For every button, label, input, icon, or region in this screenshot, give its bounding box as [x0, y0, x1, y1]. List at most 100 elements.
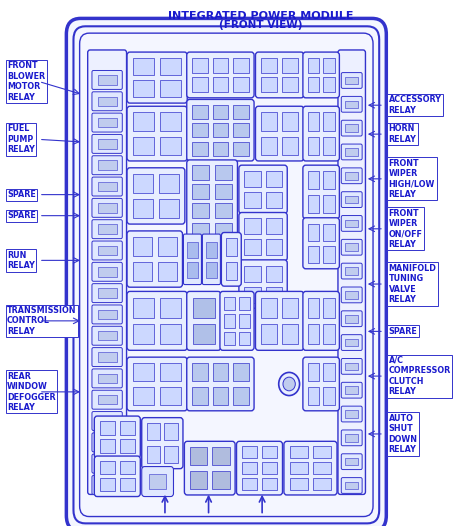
FancyBboxPatch shape	[303, 291, 339, 350]
Bar	[213, 387, 228, 405]
Bar	[133, 324, 154, 344]
Text: A/C
COMPRESSOR
CLUTCH
RELAY: A/C COMPRESSOR CLUTCH RELAY	[389, 356, 451, 396]
FancyBboxPatch shape	[341, 239, 362, 255]
Bar	[308, 113, 319, 130]
Bar	[212, 471, 229, 489]
Bar	[192, 141, 208, 156]
Bar	[213, 77, 228, 93]
Bar	[346, 77, 358, 84]
FancyBboxPatch shape	[341, 191, 362, 207]
Bar	[244, 239, 261, 255]
FancyBboxPatch shape	[341, 96, 362, 112]
FancyBboxPatch shape	[142, 467, 173, 497]
Bar	[160, 137, 181, 155]
Bar	[265, 218, 282, 234]
Bar	[187, 262, 198, 278]
FancyBboxPatch shape	[183, 234, 201, 285]
FancyBboxPatch shape	[127, 231, 182, 287]
Bar	[133, 363, 154, 381]
FancyBboxPatch shape	[92, 454, 122, 473]
Bar	[233, 105, 249, 119]
Bar	[98, 352, 117, 362]
FancyBboxPatch shape	[187, 357, 254, 411]
Bar	[215, 204, 232, 218]
FancyBboxPatch shape	[187, 291, 221, 350]
Bar	[323, 195, 335, 213]
Bar	[192, 123, 208, 137]
Bar	[212, 447, 229, 466]
FancyBboxPatch shape	[92, 433, 122, 452]
Bar	[242, 478, 257, 490]
Bar	[225, 332, 235, 345]
Bar	[233, 77, 249, 93]
Bar	[149, 474, 166, 489]
FancyBboxPatch shape	[92, 369, 122, 388]
FancyBboxPatch shape	[187, 99, 254, 161]
Bar	[308, 171, 319, 189]
Bar	[133, 137, 154, 155]
Bar	[323, 324, 335, 344]
Bar	[193, 324, 215, 344]
FancyBboxPatch shape	[341, 430, 362, 446]
FancyBboxPatch shape	[92, 220, 122, 239]
Bar	[244, 171, 261, 187]
Bar	[160, 387, 181, 405]
FancyBboxPatch shape	[92, 177, 122, 196]
FancyBboxPatch shape	[184, 441, 235, 495]
Bar	[262, 447, 277, 458]
Bar	[160, 80, 181, 97]
Bar	[346, 267, 358, 275]
FancyBboxPatch shape	[303, 357, 339, 411]
Bar	[158, 262, 177, 281]
Bar	[192, 185, 210, 199]
FancyBboxPatch shape	[303, 218, 339, 269]
Bar	[323, 58, 335, 73]
Bar	[159, 199, 179, 218]
Bar	[233, 363, 249, 381]
FancyBboxPatch shape	[284, 441, 337, 495]
Bar	[100, 421, 115, 435]
Bar	[239, 314, 249, 328]
Bar	[346, 291, 358, 299]
Bar	[313, 447, 331, 458]
FancyBboxPatch shape	[341, 216, 362, 231]
FancyBboxPatch shape	[92, 390, 122, 409]
Bar	[98, 373, 117, 383]
Text: TRANSMISSION
CONTROL
RELAY: TRANSMISSION CONTROL RELAY	[7, 306, 77, 336]
Bar	[323, 363, 335, 381]
Bar	[323, 246, 335, 263]
Bar	[346, 362, 358, 370]
FancyBboxPatch shape	[92, 348, 122, 367]
Bar	[133, 262, 152, 281]
Bar	[158, 237, 177, 256]
Bar	[192, 222, 210, 237]
Bar	[160, 58, 181, 75]
Bar	[308, 246, 319, 263]
FancyBboxPatch shape	[92, 92, 122, 111]
Bar	[244, 218, 261, 234]
Text: (FRONT VIEW): (FRONT VIEW)	[219, 20, 302, 31]
FancyBboxPatch shape	[92, 411, 122, 430]
FancyBboxPatch shape	[88, 50, 127, 494]
Bar	[98, 246, 117, 255]
Text: AUTO
SHUT
DOWN
RELAY: AUTO SHUT DOWN RELAY	[389, 414, 418, 454]
FancyBboxPatch shape	[303, 106, 339, 161]
Bar	[308, 195, 319, 213]
Bar	[261, 113, 277, 130]
Bar	[98, 331, 117, 340]
Bar	[133, 387, 154, 405]
Bar	[323, 387, 335, 405]
FancyBboxPatch shape	[237, 441, 283, 495]
FancyBboxPatch shape	[66, 18, 386, 526]
Bar	[244, 287, 261, 302]
Bar	[159, 174, 179, 193]
Bar	[261, 77, 277, 93]
FancyBboxPatch shape	[341, 144, 362, 160]
FancyBboxPatch shape	[341, 168, 362, 184]
FancyBboxPatch shape	[94, 456, 140, 497]
Bar	[261, 58, 277, 73]
Circle shape	[279, 372, 300, 396]
Bar	[98, 310, 117, 319]
Bar	[323, 137, 335, 155]
Bar	[192, 58, 208, 73]
